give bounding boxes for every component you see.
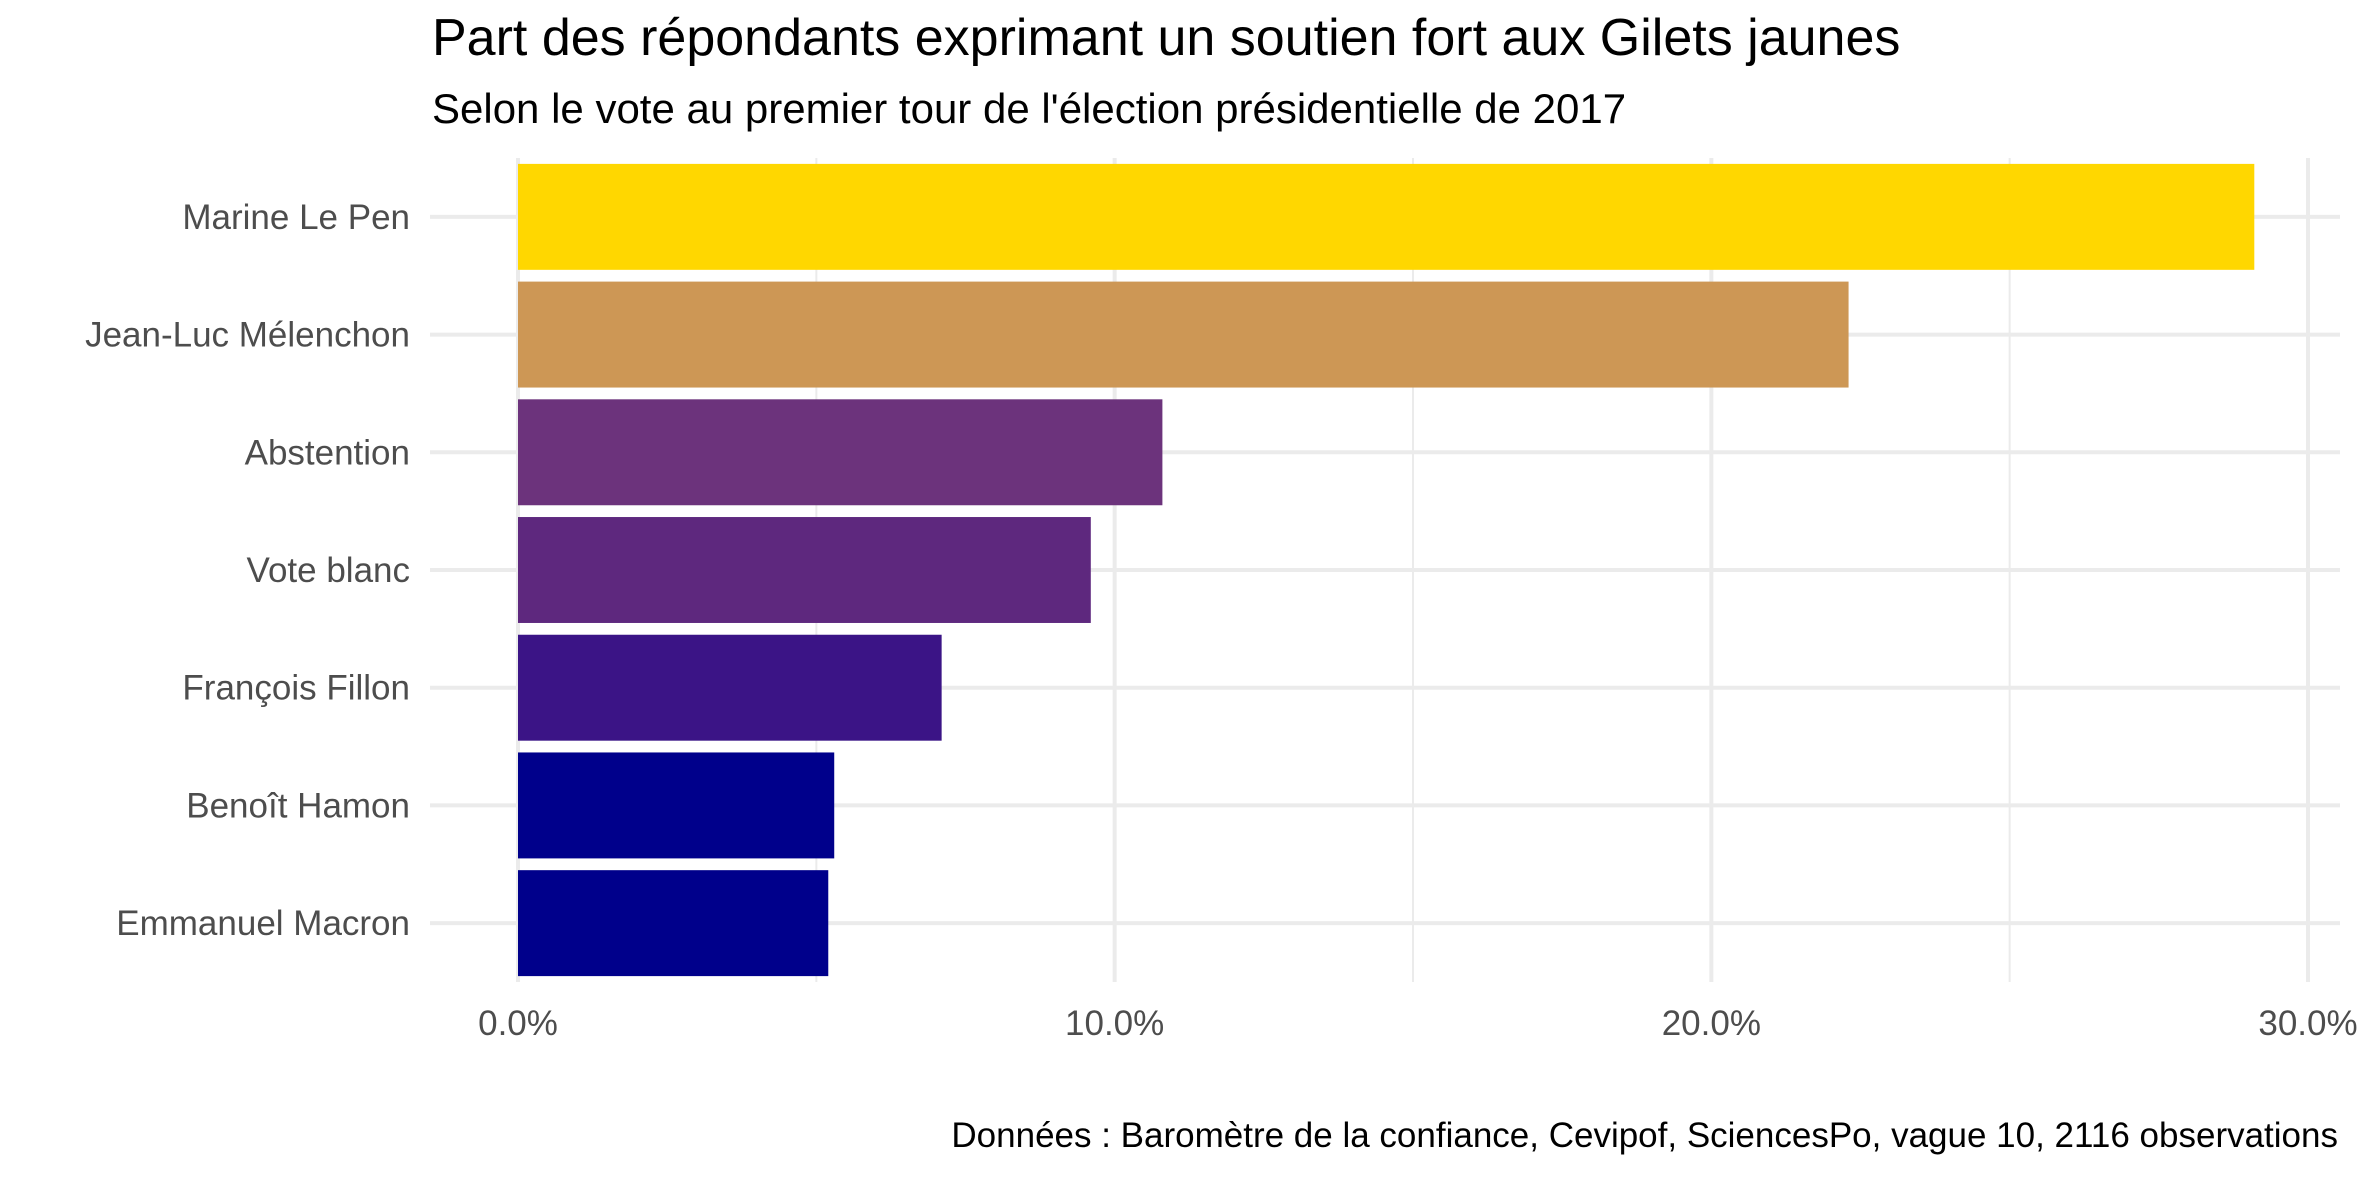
x-tick-label: 30.0%: [2258, 1004, 2357, 1043]
x-tick-label: 0.0%: [478, 1004, 558, 1043]
chart-caption: Données : Baromètre de la confiance, Cev…: [951, 1116, 2338, 1155]
chart-title: Part des répondants exprimant un soutien…: [432, 9, 1900, 67]
y-tick-label: Jean-Luc Mélenchon: [85, 316, 410, 355]
y-tick-label: Emmanuel Macron: [116, 904, 410, 943]
y-tick-label: Benoît Hamon: [186, 786, 410, 825]
y-axis-labels: Marine Le Pen Jean-Luc Mélenchon Abstentio…: [85, 198, 410, 943]
bar: [518, 399, 1163, 506]
y-tick-label: Vote blanc: [247, 551, 410, 590]
y-tick-label: François Fillon: [182, 669, 410, 708]
x-tick-label: 20.0%: [1662, 1004, 1761, 1043]
x-axis-labels: 0.0% 10.0% 20.0% 30.0%: [478, 1004, 2358, 1043]
y-tick-label: Marine Le Pen: [182, 198, 410, 237]
bar: [518, 752, 835, 859]
bar: [518, 634, 942, 741]
bar: [518, 281, 1849, 388]
y-tick-label: Abstention: [245, 433, 410, 472]
chart-subtitle: Selon le vote au premier tour de l'élect…: [432, 85, 1626, 132]
bar: [518, 163, 2255, 270]
bar: [518, 517, 1091, 623]
bars: [518, 163, 2255, 977]
x-tick-label: 10.0%: [1065, 1004, 1164, 1043]
bar: [518, 870, 829, 977]
